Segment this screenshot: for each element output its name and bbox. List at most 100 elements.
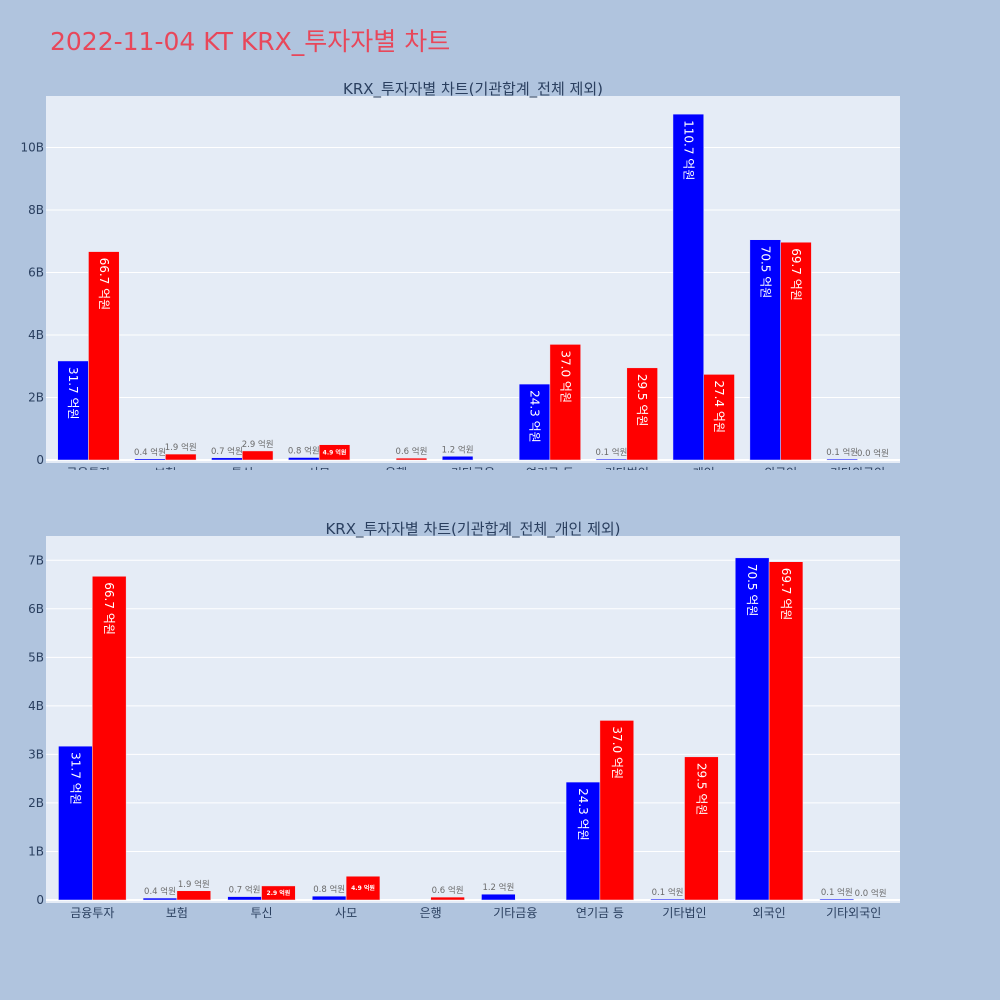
x-tick-label: 보험 [154, 466, 176, 470]
bar [481, 893, 516, 901]
y-tick-label: 4B [28, 699, 44, 713]
bar-data-label: 2.9 억원 [267, 889, 291, 897]
y-tick-label: 1B [28, 844, 44, 858]
bar [242, 450, 274, 461]
bar [735, 557, 770, 901]
x-tick-label: 은행 [385, 465, 407, 470]
bar [227, 896, 262, 901]
bar-data-label: 31.7 억원 [66, 367, 80, 420]
y-tick-label: 6B [28, 602, 44, 616]
bar [312, 895, 347, 901]
chart-bottom: 0 1B 2B 3B 4B 5B 6B 7B KRX_투자자별 차트(기관합계_전체_개인 제외… [28, 520, 900, 920]
bar-data-label: 29.5 억원 [694, 763, 708, 816]
y-tick-label: 2B [28, 796, 44, 810]
bar-data-label: 110.7 억원 [681, 120, 695, 180]
x-tick-label: 보험 [166, 906, 188, 920]
bar-data-label: 70.5 억원 [745, 564, 759, 617]
y-tick-label: 4B [28, 328, 44, 342]
x-tick-label: 외국인 [753, 906, 786, 920]
bar [395, 457, 428, 461]
bar-data-label: 1.9 억원 [165, 442, 197, 453]
bar-data-label: 0.1 억원 [652, 887, 684, 898]
y-tick-label: 2B [28, 391, 44, 405]
bar [595, 458, 628, 461]
bar [165, 453, 197, 461]
bar-data-label: 69.7 억원 [779, 568, 793, 621]
bar-data-label: 66.7 억원 [102, 582, 116, 635]
x-tick-label: 금융투자 [66, 466, 110, 470]
bar-data-label: 0.8 억원 [313, 884, 345, 895]
bar-data-label: 0.7 억원 [229, 885, 261, 896]
x-tick-label: 투신 [250, 906, 272, 920]
bar-data-label: 0.4 억원 [134, 447, 166, 458]
bar-data-label: 31.7 억원 [68, 752, 82, 805]
bar-data-label: 0.1 억원 [595, 447, 627, 458]
bar [672, 113, 704, 461]
bar-data-label: 70.5 억원 [758, 246, 772, 299]
x-tick-label: 은행 [420, 905, 442, 920]
x-tick-label: 외국인 [764, 466, 797, 470]
bar [549, 344, 581, 461]
bar [58, 745, 93, 901]
bar [684, 756, 719, 901]
chart-title: KRX_투자자별 차트(기관합계_전체 제외) [343, 80, 603, 99]
y-tick-label: 10B [20, 141, 44, 155]
bar [826, 458, 858, 461]
bar [211, 457, 243, 461]
y-tick-label: 7B [28, 553, 44, 567]
bar-data-label: 69.7 억원 [789, 248, 803, 301]
bar [430, 896, 465, 901]
bar-data-label: 37.0 억원 [610, 726, 624, 779]
y-tick-label: 0 [36, 893, 44, 907]
bar-data-label: 4.9 억원 [323, 448, 347, 456]
x-tick-label: 금융투자 [70, 906, 114, 920]
bar [768, 561, 804, 901]
x-tick-label: 기타외국인 [826, 906, 881, 920]
y-tick-label: 6B [28, 266, 44, 280]
bar-data-label: 1.2 억원 [482, 882, 514, 893]
bar-data-label: 0.4 억원 [144, 886, 176, 897]
bar [261, 885, 296, 901]
y-tick-label: 0 [36, 453, 44, 467]
bar [88, 251, 120, 461]
bar-data-label: 0.0 억원 [855, 888, 887, 899]
y-tick-label: 8B [28, 203, 44, 217]
bar [650, 898, 685, 901]
bar-data-label: 1.9 억원 [178, 879, 210, 890]
chart-top: 0 2B 4B 6B 8B 10B KRX_투자자별 차트(기관합계_전체 제외) 금융투자 3… [20, 80, 900, 470]
x-tick-label: 기타법인 [605, 466, 649, 470]
bar-data-label: 0.6 억원 [396, 446, 428, 457]
bar-data-label: 27.4 억원 [712, 380, 726, 433]
bar-data-label: 0.7 억원 [211, 446, 243, 457]
bar-data-label: 66.7 억원 [97, 258, 111, 311]
bar-data-label: 2.9 억원 [242, 439, 274, 450]
bar-data-label: 0.0 억원 [857, 448, 889, 459]
bar-data-label: 29.5 억원 [635, 374, 649, 427]
bar [626, 367, 658, 461]
x-tick-label: 연기금 등 [576, 906, 624, 920]
bar [565, 781, 601, 901]
x-tick-label: 기타외국인 [830, 466, 885, 470]
bar [318, 444, 351, 461]
chart-title: KRX_투자자별 차트(기관합계_전체_개인 제외) [325, 520, 620, 539]
x-tick-label: 개인 [693, 466, 715, 470]
bar [599, 720, 634, 901]
y-tick-label: 5B [28, 650, 44, 664]
bar-data-label: 24.3 억원 [528, 390, 542, 443]
bar [57, 360, 89, 461]
bar [441, 456, 474, 461]
bar [749, 239, 781, 461]
bar [176, 890, 211, 901]
page-title: 2022-11-04 KT KRX_투자자별 차트 [50, 27, 451, 56]
bar [142, 897, 178, 901]
x-tick-label: 사모 [308, 466, 330, 470]
bar [134, 458, 166, 461]
x-tick-label: 기타금융 [451, 466, 495, 470]
bar-data-label: 4.9 억원 [351, 884, 375, 892]
bar [345, 875, 381, 901]
bar-data-label: 0.8 억원 [288, 446, 320, 457]
bar-data-label: 0.6 억원 [432, 885, 464, 896]
x-tick-label: 투신 [231, 466, 253, 470]
bar [518, 383, 551, 461]
bar [703, 374, 735, 461]
